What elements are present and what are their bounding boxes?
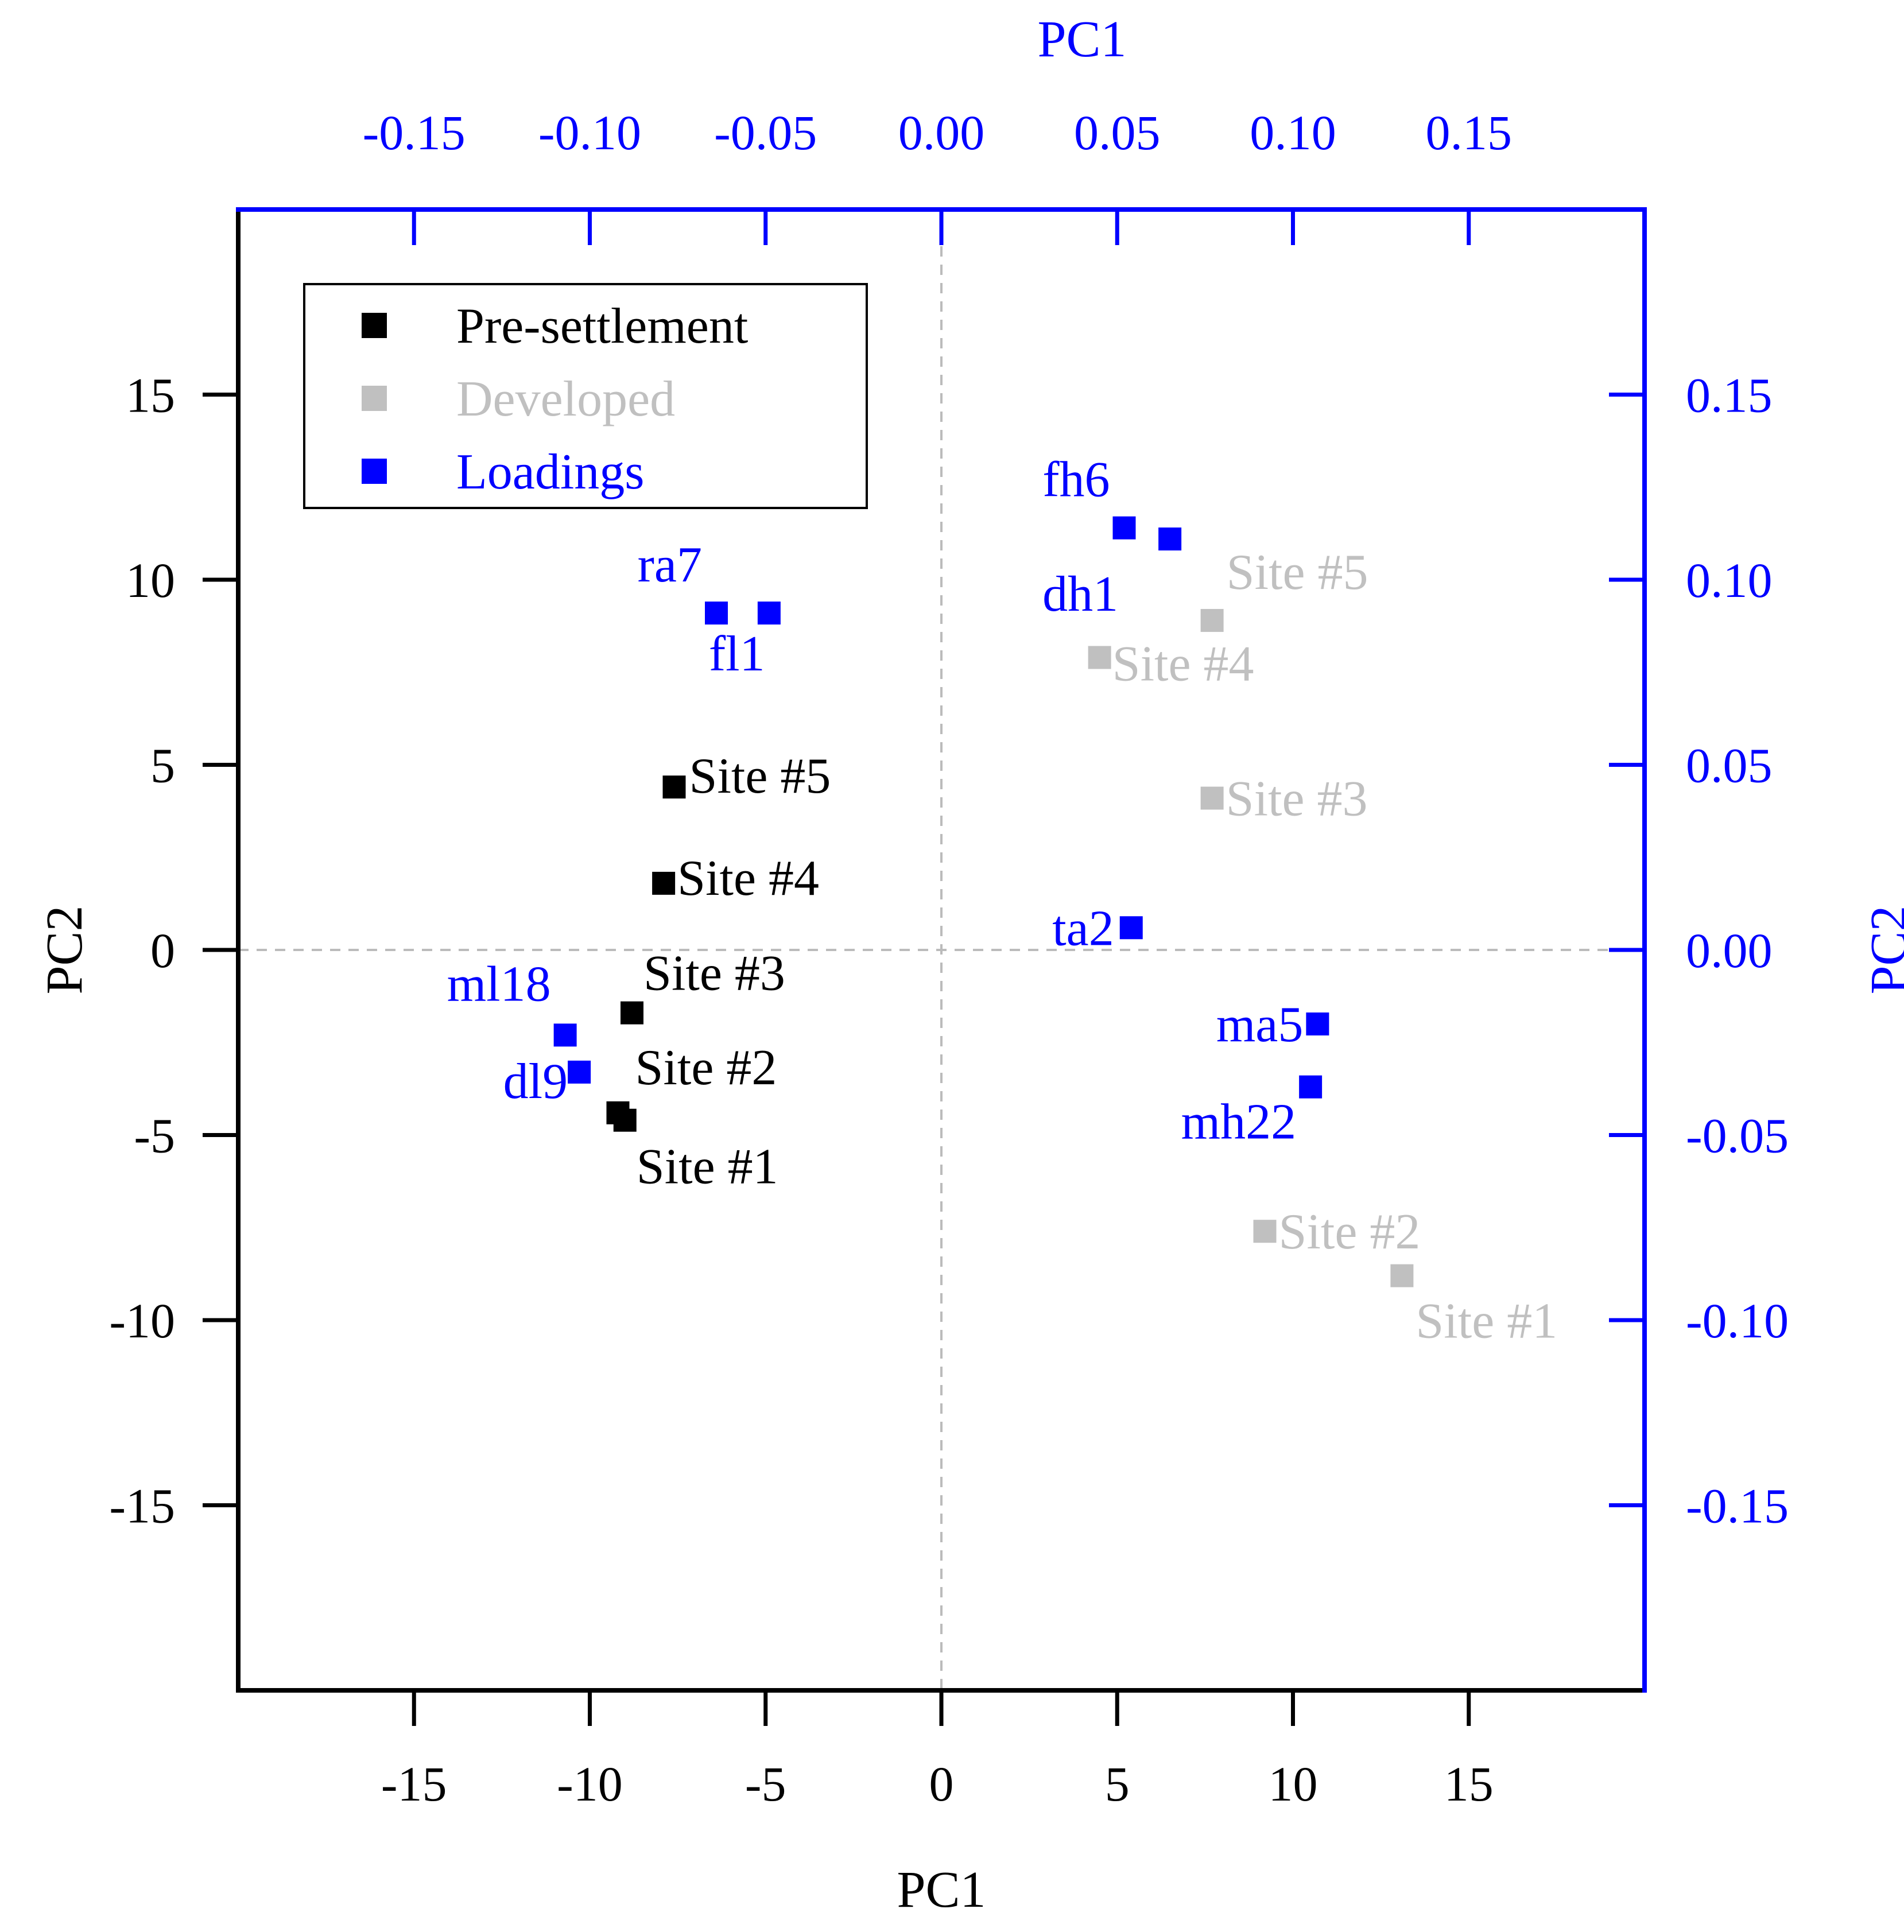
loadings-point — [1112, 516, 1136, 540]
top-x-tick-label: -0.05 — [714, 105, 817, 160]
y-tick-label: 5 — [150, 738, 175, 793]
y-tick-label: 10 — [126, 553, 175, 608]
top-x-tick-label: -0.10 — [538, 105, 641, 160]
x-axis-title: PC1 — [897, 1861, 986, 1918]
y-tick-label: -5 — [134, 1108, 175, 1163]
loadings-point-label: ml18 — [447, 956, 551, 1012]
pre-settlement-point — [621, 1001, 643, 1025]
x-tick-label: 15 — [1444, 1756, 1494, 1811]
x-tick-label: 10 — [1269, 1756, 1318, 1811]
loadings-point — [1119, 916, 1143, 940]
y-tick-label: -10 — [109, 1293, 175, 1348]
x-tick-label: -15 — [381, 1756, 447, 1811]
pre-settlement-point-label: Site #4 — [677, 851, 819, 906]
top-x-tick-label: 0.05 — [1074, 105, 1161, 160]
loadings-point-label: ma5 — [1216, 997, 1304, 1053]
right-y-tick-label: 0.05 — [1686, 738, 1773, 793]
y-tick-label: -15 — [109, 1479, 175, 1534]
developed-point-label: Site #3 — [1226, 771, 1368, 827]
pre-settlement-point — [662, 775, 686, 799]
loadings-point — [1158, 527, 1182, 551]
pre-settlement-point-label: Site #3 — [643, 946, 785, 1002]
loadings-point-label: fl1 — [709, 626, 765, 682]
y-tick-label: 0 — [150, 923, 175, 978]
loadings-point — [1299, 1075, 1323, 1099]
top-x-tick-label: 0.10 — [1250, 105, 1336, 160]
legend-label-loadings: Loadings — [456, 444, 645, 500]
right-y-tick-label: -0.05 — [1686, 1108, 1789, 1163]
data-points — [553, 516, 1414, 1287]
y-axis-title: PC2 — [36, 905, 93, 994]
pre-settlement-point — [652, 871, 676, 895]
loadings-point-label: ra7 — [638, 537, 702, 593]
right-y-tick-label: -0.15 — [1686, 1479, 1789, 1534]
developed-point-label: Site #2 — [1279, 1204, 1421, 1260]
legend-label-pre-settlement: Pre-settlement — [456, 298, 748, 354]
x-tick-label: 0 — [929, 1756, 954, 1811]
loadings-point-label: ta2 — [1052, 901, 1114, 956]
pre-settlement-point-label: Site #5 — [689, 748, 831, 804]
developed-point — [1088, 646, 1111, 669]
legend-swatch-loadings — [362, 459, 387, 484]
loadings-point-label: dh1 — [1042, 567, 1118, 622]
legend: Pre-settlement Developed Loadings — [303, 283, 868, 509]
loadings-point — [705, 602, 728, 625]
top-x-tick-label: 0.15 — [1426, 105, 1513, 160]
right-y-tick-label: 0.15 — [1686, 368, 1773, 423]
loadings-point — [757, 602, 781, 625]
developed-point-label: Site #5 — [1227, 545, 1368, 600]
loadings-point-label: mh22 — [1181, 1095, 1296, 1150]
right-y-tick-label: -0.10 — [1686, 1293, 1789, 1348]
developed-point — [1200, 608, 1224, 632]
top-x-tick-label: -0.15 — [363, 105, 466, 160]
pre-settlement-point-label: Site #2 — [635, 1040, 777, 1096]
loadings-point — [553, 1023, 577, 1047]
legend-label-developed: Developed — [456, 371, 675, 427]
x-tick-label: 5 — [1105, 1756, 1130, 1811]
axis-ticks: -15 -10 -5 0 5 10 15 -15 -10 -5 0 5 10 15 -0.15 -0.10 -0… — [109, 105, 1789, 1811]
developed-point — [1200, 786, 1224, 810]
right-y-tick-label: 0.00 — [1686, 923, 1773, 978]
loadings-point — [568, 1060, 591, 1084]
loadings-point-label: fh6 — [1042, 452, 1110, 508]
developed-point-label: Site #4 — [1112, 636, 1254, 692]
developed-point — [1390, 1264, 1414, 1287]
right-y-tick-label: 0.10 — [1686, 553, 1773, 608]
legend-swatch-developed — [362, 386, 387, 411]
point-labels: Site #1 Site #2 Site #3 Site #4 Site #5 Site … — [447, 452, 1558, 1349]
x-tick-label: -5 — [745, 1756, 786, 1811]
loadings-point — [1306, 1012, 1329, 1035]
developed-point-label: Site #1 — [1416, 1294, 1557, 1349]
pre-settlement-point — [606, 1101, 630, 1124]
legend-box — [303, 283, 868, 509]
x-tick-label: -10 — [557, 1756, 623, 1811]
legend-swatch-pre-settlement — [362, 313, 387, 338]
y-tick-label: 15 — [126, 368, 175, 423]
developed-point — [1253, 1220, 1277, 1243]
top-x-axis-title: PC1 — [1037, 11, 1126, 68]
top-x-tick-label: 0.00 — [898, 105, 985, 160]
loadings-point-label: dl9 — [503, 1054, 568, 1109]
pre-settlement-point-label: Site #1 — [637, 1139, 778, 1195]
right-y-axis-title: PC2 — [1860, 905, 1904, 994]
